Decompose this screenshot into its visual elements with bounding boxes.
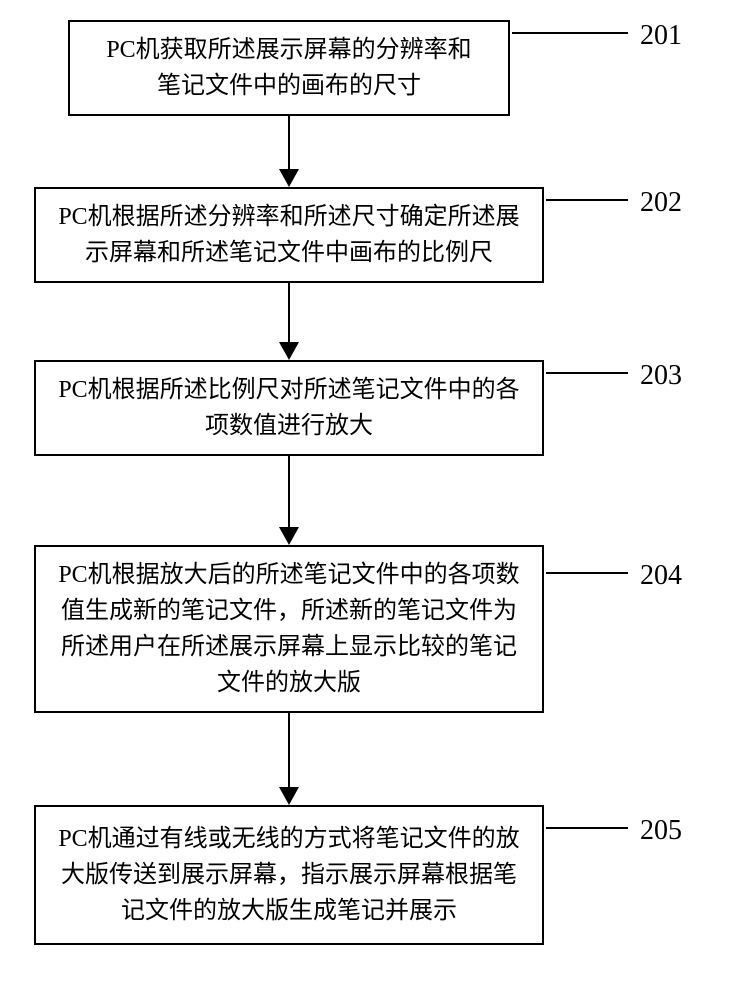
label-204: 204 bbox=[640, 560, 682, 592]
label-line-201 bbox=[512, 32, 628, 34]
box-text-202: PC机根据所述分辨率和所述尺寸确定所述展示屏幕和所述笔记文件中画布的比例尺 bbox=[58, 199, 519, 271]
label-line-204 bbox=[546, 572, 628, 574]
arrow-204-205 bbox=[288, 713, 290, 803]
arrow-202-203 bbox=[288, 283, 290, 358]
arrow-203-204 bbox=[288, 456, 290, 543]
label-202: 202 bbox=[640, 187, 682, 219]
flowchart-box-201: PC机获取所述展示屏幕的分辨率和笔记文件中的画布的尺寸 bbox=[68, 20, 510, 116]
flowchart-container: PC机获取所述展示屏幕的分辨率和笔记文件中的画布的尺寸 201 PC机根据所述分… bbox=[0, 0, 746, 1000]
box-text-201: PC机获取所述展示屏幕的分辨率和笔记文件中的画布的尺寸 bbox=[106, 32, 471, 104]
box-text-203: PC机根据所述比例尺对所述笔记文件中的各项数值进行放大 bbox=[58, 372, 519, 444]
flowchart-box-205: PC机通过有线或无线的方式将笔记文件的放大版传送到展示屏幕，指示展示屏幕根据笔记… bbox=[34, 805, 544, 945]
arrow-201-202 bbox=[288, 116, 290, 185]
label-line-203 bbox=[546, 372, 628, 374]
flowchart-box-204: PC机根据放大后的所述笔记文件中的各项数值生成新的笔记文件，所述新的笔记文件为所… bbox=[34, 545, 544, 713]
label-205: 205 bbox=[640, 815, 682, 847]
box-text-205: PC机通过有线或无线的方式将笔记文件的放大版传送到展示屏幕，指示展示屏幕根据笔记… bbox=[58, 821, 519, 929]
box-text-204: PC机根据放大后的所述笔记文件中的各项数值生成新的笔记文件，所述新的笔记文件为所… bbox=[58, 557, 519, 701]
flowchart-box-203: PC机根据所述比例尺对所述笔记文件中的各项数值进行放大 bbox=[34, 360, 544, 456]
flowchart-box-202: PC机根据所述分辨率和所述尺寸确定所述展示屏幕和所述笔记文件中画布的比例尺 bbox=[34, 187, 544, 283]
label-line-202 bbox=[546, 199, 628, 201]
label-203: 203 bbox=[640, 360, 682, 392]
label-201: 201 bbox=[640, 20, 682, 52]
label-line-205 bbox=[546, 827, 628, 829]
